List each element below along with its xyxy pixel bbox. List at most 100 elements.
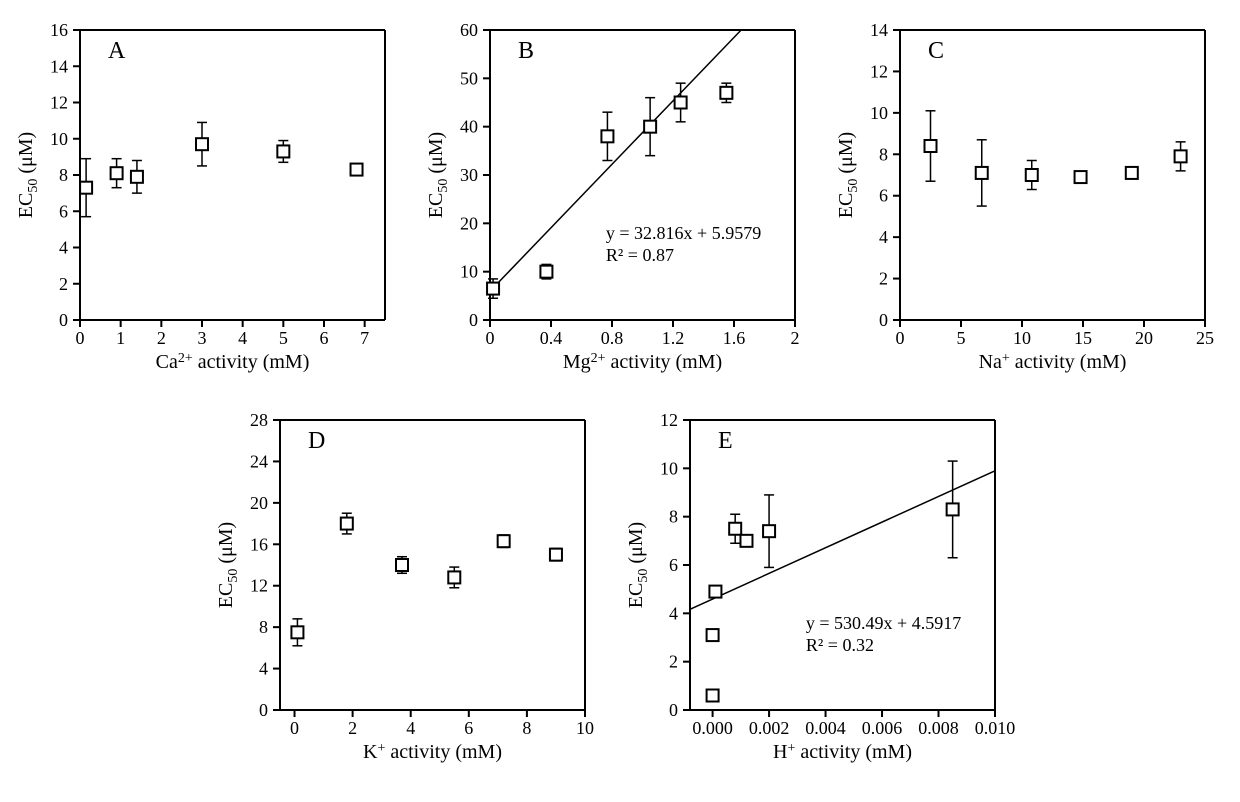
x-axis-label: K+ activity (mM) (363, 741, 502, 763)
regression-r2: R² = 0.32 (806, 635, 874, 655)
data-point (291, 626, 303, 638)
y-tick-label: 0 (59, 310, 68, 330)
y-tick-label: 24 (250, 451, 268, 471)
x-tick-label: 0.006 (862, 718, 903, 738)
data-point (709, 586, 721, 598)
data-point (498, 535, 510, 547)
y-axis-label: EC50 (μM) (15, 132, 41, 218)
x-tick-label: 2 (157, 328, 166, 348)
panel-letter: E (718, 428, 733, 454)
data-point (675, 97, 687, 109)
data-point (396, 559, 408, 571)
panel-letter: A (108, 38, 126, 64)
y-tick-label: 12 (870, 61, 888, 81)
x-tick-label: 0.000 (692, 718, 733, 738)
y-axis-label: EC50 (μM) (625, 522, 651, 608)
x-tick-label: 1.2 (662, 328, 685, 348)
multipanel-figure: 012345670246810121416Ca2+ activity (mM)E… (10, 10, 1240, 792)
x-tick-label: 0.8 (601, 328, 624, 348)
x-tick-label: 3 (198, 328, 207, 348)
y-tick-label: 6 (59, 201, 68, 221)
y-tick-label: 8 (669, 507, 678, 527)
x-axis-label: Ca2+ activity (mM) (156, 351, 310, 373)
y-tick-label: 10 (870, 103, 888, 123)
data-point (720, 87, 732, 99)
x-tick-label: 0.010 (975, 718, 1016, 738)
x-tick-label: 5 (957, 328, 966, 348)
data-point (277, 145, 289, 157)
x-tick-label: 4 (406, 718, 415, 738)
y-tick-label: 16 (250, 534, 268, 554)
panel-B: 00.40.81.21.620102030405060Mg2+ activity… (420, 10, 815, 380)
y-tick-label: 40 (460, 117, 478, 137)
x-tick-label: 6 (320, 328, 329, 348)
y-axis-label: EC50 (μM) (215, 522, 241, 608)
data-point (1126, 167, 1138, 179)
data-point (131, 171, 143, 183)
y-tick-label: 0 (669, 700, 678, 720)
regression-equation: y = 530.49x + 4.5917 (806, 613, 961, 633)
y-tick-label: 8 (879, 144, 888, 164)
y-tick-label: 20 (250, 493, 268, 513)
y-tick-label: 10 (660, 458, 678, 478)
x-tick-label: 0.004 (805, 718, 846, 738)
x-tick-label: 20 (1135, 328, 1153, 348)
y-tick-label: 12 (660, 410, 678, 430)
x-tick-label: 0 (76, 328, 85, 348)
y-tick-label: 12 (250, 576, 268, 596)
data-point (351, 164, 363, 176)
y-tick-label: 16 (50, 20, 68, 40)
y-tick-label: 20 (460, 213, 478, 233)
data-point (644, 121, 656, 133)
y-tick-label: 12 (50, 93, 68, 113)
x-tick-label: 0.002 (749, 718, 790, 738)
y-tick-label: 6 (669, 555, 678, 575)
y-tick-label: 4 (59, 238, 68, 258)
x-tick-label: 10 (576, 718, 594, 738)
x-axis-label: H+ activity (mM) (773, 741, 912, 763)
y-tick-label: 2 (59, 274, 68, 294)
y-tick-label: 2 (669, 652, 678, 672)
y-tick-label: 14 (870, 20, 888, 40)
data-point (947, 503, 959, 515)
data-point (729, 523, 741, 535)
panel-D: 02468100481216202428K+ activity (mM)EC50… (210, 400, 605, 770)
panel-letter: C (928, 38, 944, 64)
x-tick-label: 1.6 (723, 328, 746, 348)
data-point (80, 182, 92, 194)
data-point (1175, 150, 1187, 162)
data-point (196, 138, 208, 150)
regression-equation: y = 32.816x + 5.9579 (606, 223, 761, 243)
panel-letter: B (518, 38, 534, 64)
data-point (925, 140, 937, 152)
x-tick-label: 25 (1196, 328, 1214, 348)
panel-letter: D (308, 428, 325, 454)
y-tick-label: 0 (879, 310, 888, 330)
data-point (487, 283, 499, 295)
x-tick-label: 15 (1074, 328, 1092, 348)
y-tick-label: 8 (259, 617, 268, 637)
y-tick-label: 8 (59, 165, 68, 185)
x-tick-label: 4 (238, 328, 247, 348)
x-tick-label: 0 (290, 718, 299, 738)
x-tick-label: 0.008 (918, 718, 959, 738)
x-tick-label: 2 (791, 328, 800, 348)
y-tick-label: 4 (669, 603, 678, 623)
x-tick-label: 0 (896, 328, 905, 348)
y-tick-label: 10 (460, 262, 478, 282)
y-tick-label: 0 (259, 700, 268, 720)
y-tick-label: 10 (50, 129, 68, 149)
y-tick-label: 30 (460, 165, 478, 185)
data-point (341, 518, 353, 530)
data-point (707, 629, 719, 641)
y-tick-label: 60 (460, 20, 478, 40)
y-tick-label: 4 (259, 659, 268, 679)
x-tick-label: 7 (360, 328, 369, 348)
panel-C: 051015202502468101214Na+ activity (mM)EC… (830, 10, 1225, 380)
x-tick-label: 5 (279, 328, 288, 348)
panel-A: 012345670246810121416Ca2+ activity (mM)E… (10, 10, 405, 380)
data-point (550, 549, 562, 561)
x-tick-label: 0.4 (540, 328, 563, 348)
y-axis-label: EC50 (μM) (835, 132, 861, 218)
x-tick-label: 2 (348, 718, 357, 738)
